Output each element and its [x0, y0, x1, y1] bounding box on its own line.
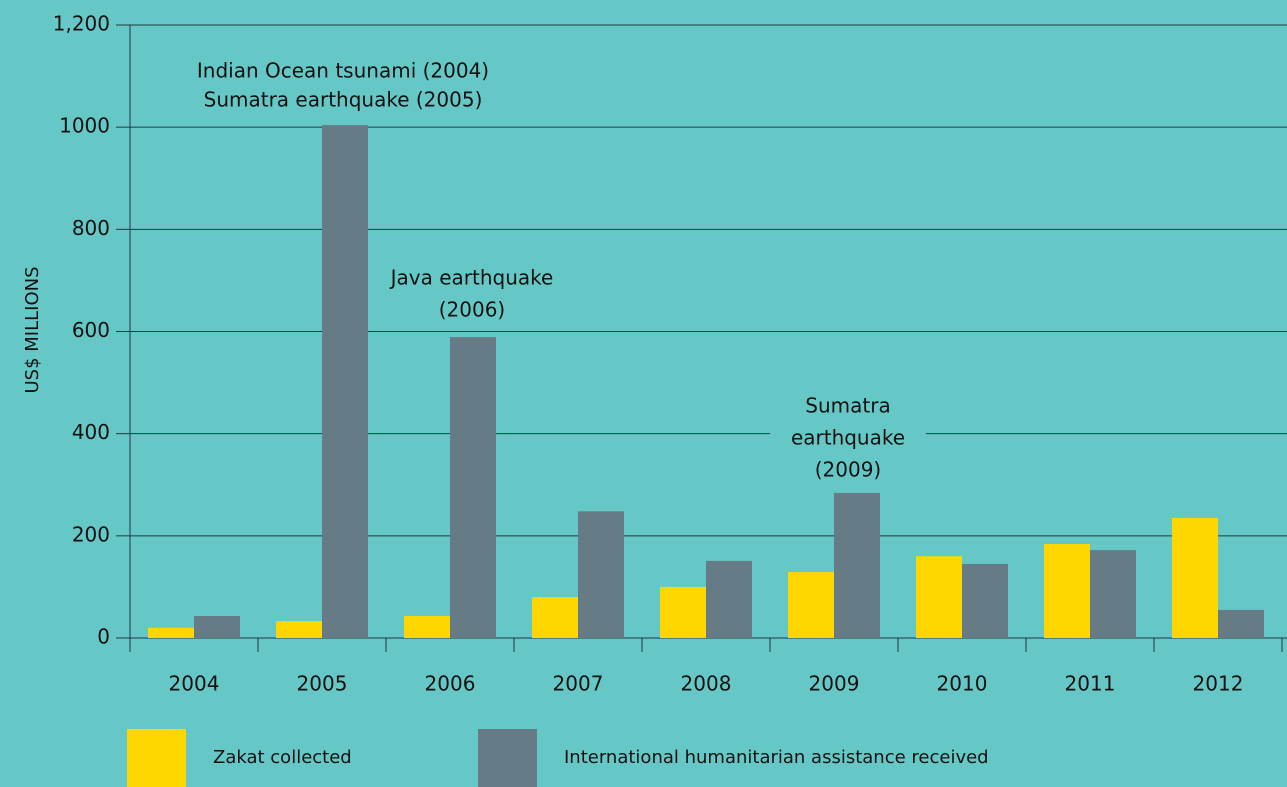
x-tick-label: 2008 — [681, 672, 732, 696]
y-tick-label: 1000 — [59, 114, 110, 138]
legend-label: International humanitarian assistance re… — [564, 747, 989, 768]
y-tick-label: 400 — [72, 420, 110, 444]
annotation: (2009) — [815, 458, 882, 482]
x-tick-label: 2011 — [1065, 672, 1116, 696]
bar — [788, 572, 834, 638]
x-tick-label: 2006 — [425, 672, 476, 696]
bar — [578, 511, 624, 638]
x-tick-label: 2005 — [297, 672, 348, 696]
bar — [532, 597, 578, 638]
x-tick-label: 2012 — [1193, 672, 1244, 696]
y-axis-label: US$ MILLIONS — [22, 266, 43, 393]
legend-label: Zakat collected — [213, 747, 352, 768]
bar — [1172, 517, 1218, 638]
y-tick-label: 0 — [97, 625, 110, 649]
y-tick-label: 600 — [72, 318, 110, 342]
annotation: (2006) — [439, 298, 506, 322]
x-tick-label: 2007 — [553, 672, 604, 696]
bar — [660, 586, 706, 638]
annotation: Java earthquake — [389, 266, 554, 290]
annotation: earthquake — [791, 426, 905, 450]
annotation: Sumatra earthquake (2005) — [204, 88, 483, 112]
bar — [450, 337, 496, 638]
y-tick-label: 200 — [72, 522, 110, 546]
x-tick-label: 2004 — [169, 672, 220, 696]
bar — [834, 492, 880, 638]
y-tick-label: 800 — [72, 216, 110, 240]
bar — [706, 560, 752, 638]
legend-swatch — [478, 729, 537, 787]
annotation: Sumatra — [805, 394, 890, 418]
bar — [1044, 544, 1090, 638]
annotation: Indian Ocean tsunami (2004) — [197, 59, 489, 83]
bar — [148, 627, 194, 638]
annotation-background — [770, 389, 926, 489]
bar — [276, 621, 322, 638]
bar — [194, 616, 240, 638]
legend-swatch — [127, 729, 186, 787]
bar — [1090, 550, 1136, 638]
x-tick-label: 2009 — [809, 672, 860, 696]
bar — [1218, 609, 1264, 638]
bar — [962, 563, 1008, 638]
x-tick-label: 2010 — [937, 672, 988, 696]
bar — [322, 125, 368, 638]
bar — [916, 556, 962, 638]
y-tick-label: 1,200 — [53, 12, 110, 36]
bar — [404, 616, 450, 638]
